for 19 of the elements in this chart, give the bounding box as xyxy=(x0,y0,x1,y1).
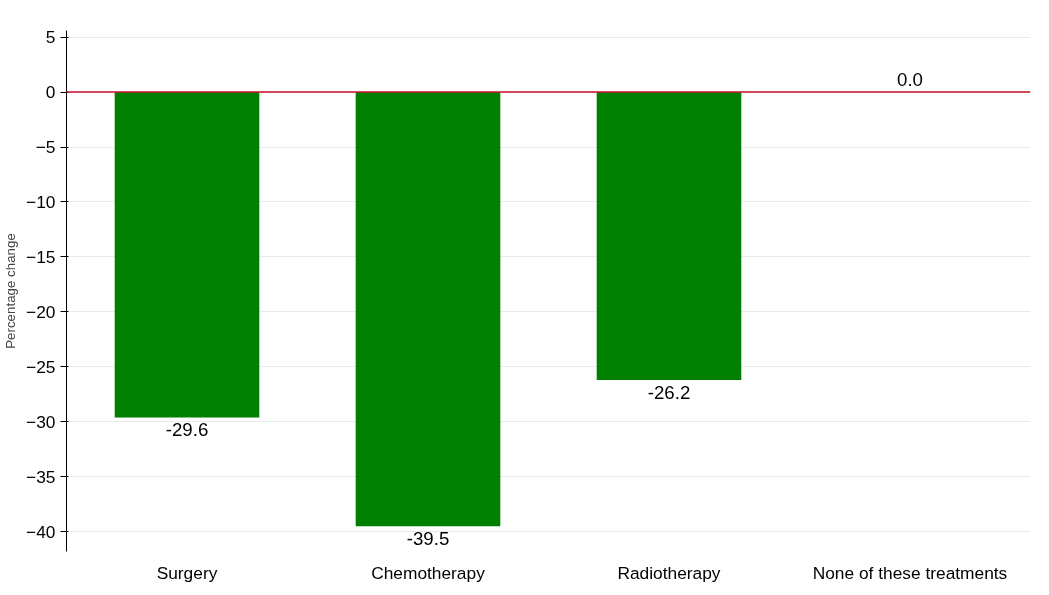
y-tick-label: −35 xyxy=(26,466,56,487)
y-tick-label: −30 xyxy=(26,411,56,432)
x-tick-label: None of these treatments xyxy=(812,562,1008,583)
x-tick-label: Surgery xyxy=(156,562,218,583)
y-tick-label: 0 xyxy=(45,82,56,103)
data-label: -26.2 xyxy=(647,382,691,404)
y-tick-label: 5 xyxy=(45,27,56,48)
y-tick-label: −40 xyxy=(26,521,56,542)
data-label: -29.6 xyxy=(165,419,209,441)
y-axis-title: Percentage change xyxy=(3,233,19,349)
y-tick-label: −25 xyxy=(26,356,56,377)
y-tick-label: −5 xyxy=(35,137,56,158)
x-tick-label: Chemotherapy xyxy=(371,562,486,583)
x-tick-label: Radiotherapy xyxy=(617,562,721,583)
y-tick-label: −10 xyxy=(26,191,56,212)
data-label: 0.0 xyxy=(897,69,923,91)
y-tick-label: −15 xyxy=(26,246,56,267)
data-label: -39.5 xyxy=(406,528,450,550)
y-tick-label: −20 xyxy=(26,301,56,322)
